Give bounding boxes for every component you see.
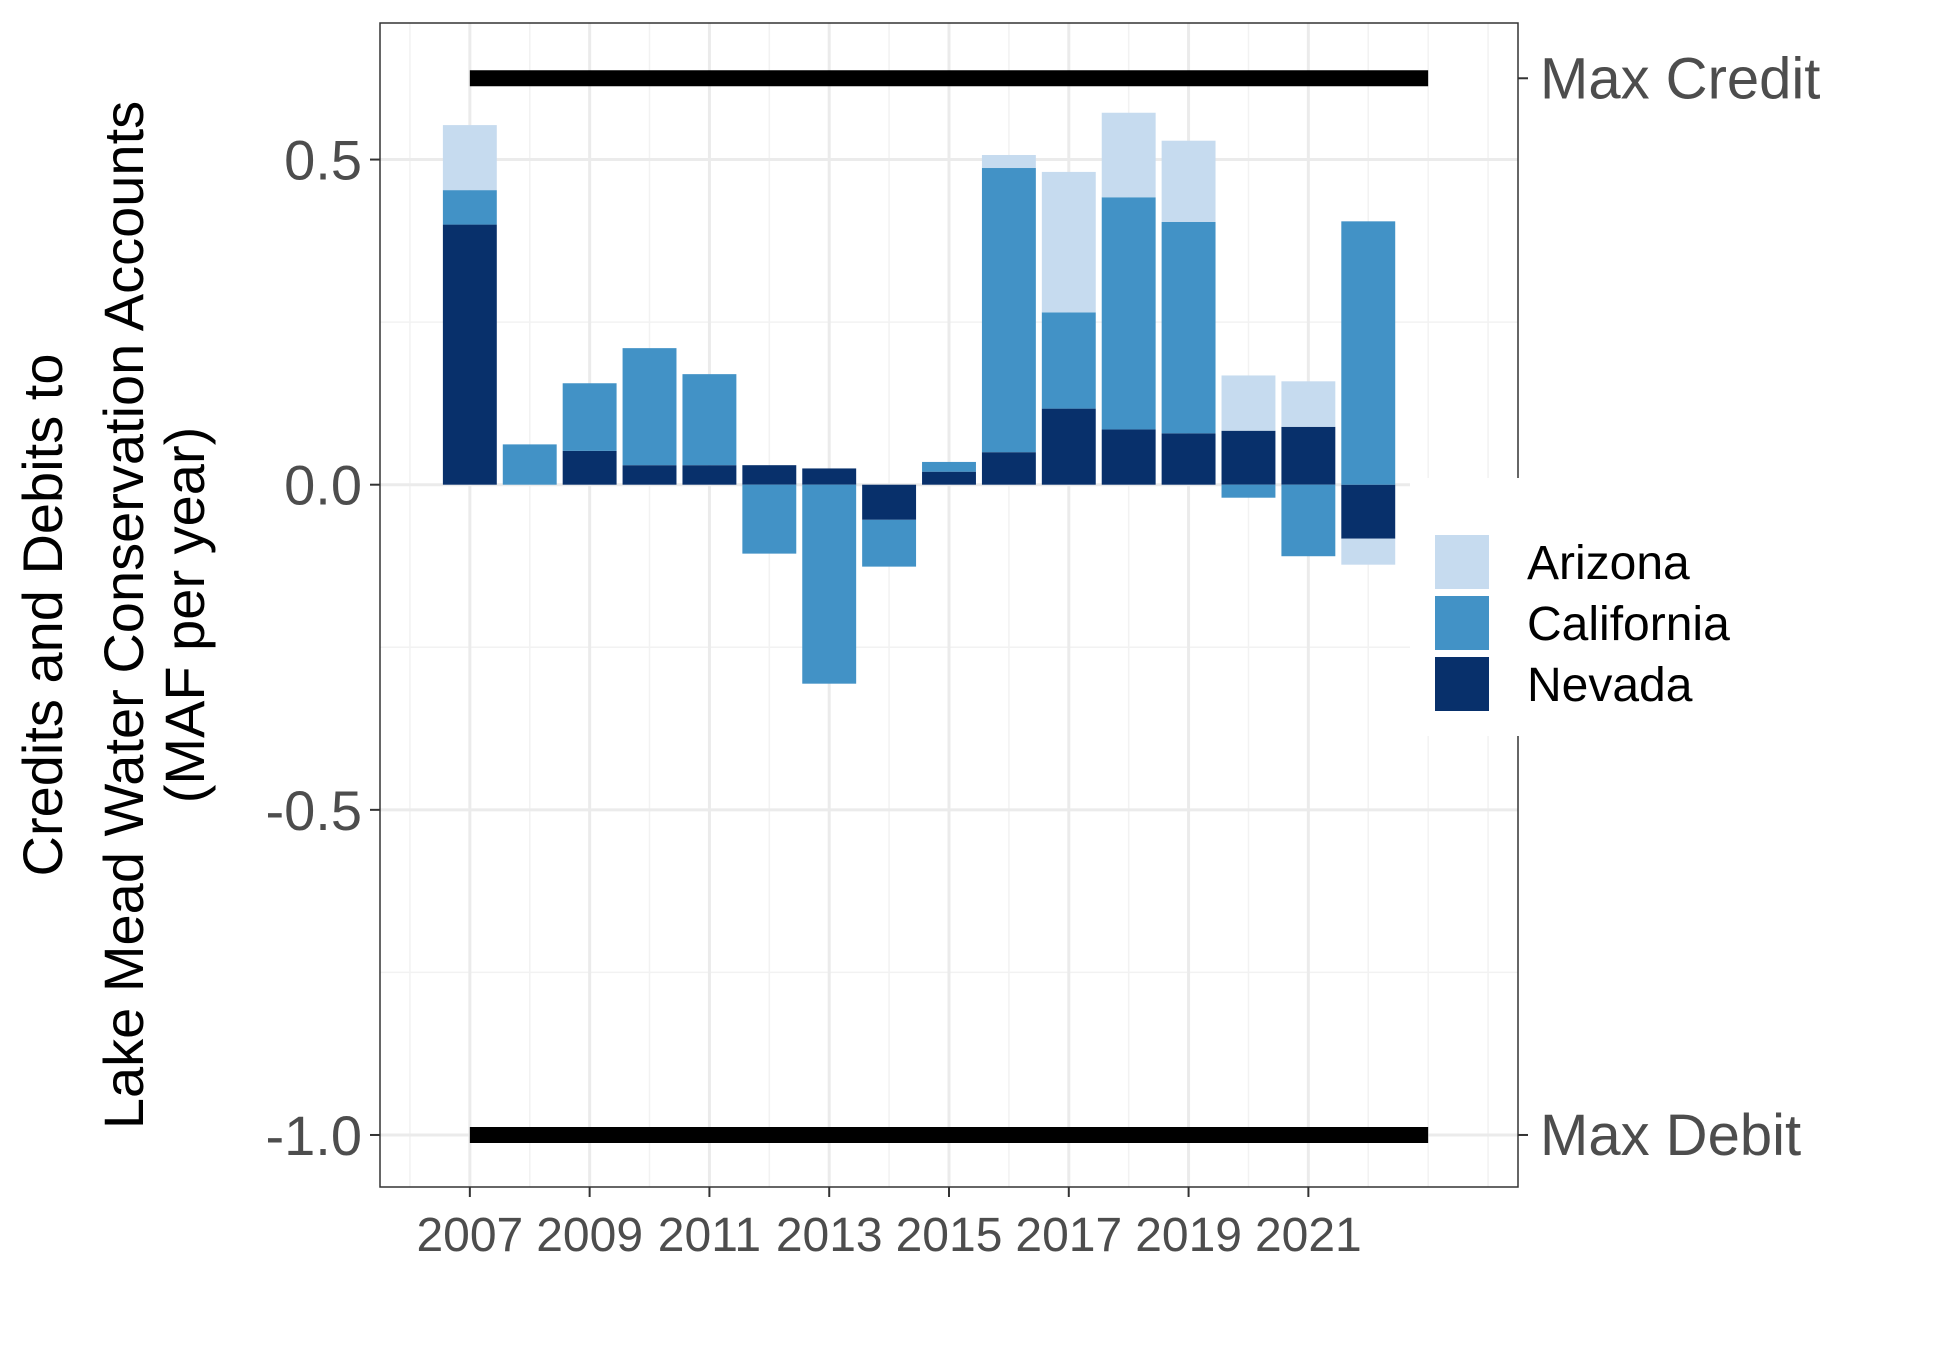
bar-arizona-2022 — [1341, 538, 1396, 565]
y-tick-label: -1.0 — [266, 1104, 363, 1167]
bar-nevada-2020 — [1221, 430, 1276, 485]
x-tick-label: 2011 — [658, 1209, 761, 1262]
bar-nevada-2009 — [562, 450, 617, 485]
x-tick-label: 2015 — [896, 1209, 1003, 1262]
x-tick-label: 2021 — [1255, 1209, 1362, 1262]
secondary-y-tick-label: Max Debit — [1540, 1103, 1801, 1168]
bar-california-2011 — [682, 374, 737, 466]
bar-california-2009 — [562, 383, 617, 451]
bar-california-2014 — [862, 519, 917, 567]
secondary-y-axis: Max Credit Max Debit — [1518, 46, 1820, 1168]
x-tick-label: 2017 — [1015, 1209, 1122, 1262]
x-tick-label: 2009 — [536, 1209, 643, 1262]
legend-key-nevada — [1435, 657, 1489, 711]
bar-california-2013 — [802, 484, 857, 684]
y-axis-title: Credits and Debits to Lake Mead Water Con… — [11, 101, 216, 1129]
bar-arizona-2018 — [1101, 112, 1156, 198]
bar-nevada-2015 — [922, 471, 976, 485]
bar-arizona-2016 — [981, 155, 1036, 169]
bar-arizona-2017 — [1041, 171, 1096, 313]
x-tick-label: 2019 — [1135, 1209, 1242, 1262]
bar-california-2018 — [1101, 197, 1156, 430]
bar-california-2012 — [742, 484, 797, 554]
y-axis: 0.5 0.0 -0.5 -1.0 — [266, 129, 380, 1167]
x-tick-label: 2007 — [416, 1209, 523, 1262]
bars — [442, 112, 1396, 684]
bar-nevada-2013 — [802, 468, 857, 485]
bar-nevada-2021 — [1281, 426, 1336, 485]
bar-arizona-2007 — [442, 125, 497, 191]
bar-arizona-2019 — [1161, 140, 1216, 222]
bar-california-2015 — [922, 461, 976, 472]
bar-nevada-2010 — [622, 465, 677, 485]
bar-california-2022 — [1341, 221, 1396, 485]
grid-lines — [380, 23, 1518, 1187]
legend-key-california — [1435, 596, 1489, 650]
bar-nevada-2022 — [1341, 484, 1396, 539]
y-tick-label: 0.5 — [284, 129, 362, 192]
bar-california-2021 — [1281, 484, 1336, 557]
bar-nevada-2011 — [682, 465, 737, 485]
legend-key-arizona — [1435, 535, 1489, 589]
bar-california-2007 — [442, 190, 497, 225]
legend-label-nevada: Nevada — [1527, 659, 1693, 712]
bar-california-2017 — [1041, 312, 1096, 409]
secondary-y-tick-label: Max Credit — [1540, 46, 1820, 111]
legend-label-california: California — [1527, 598, 1730, 651]
bar-arizona-2020 — [1221, 375, 1276, 431]
bar-nevada-2017 — [1041, 408, 1096, 485]
bar-nevada-2016 — [981, 452, 1036, 485]
reference-lines — [469, 70, 1429, 1143]
x-axis: 2007 2009 2011 2013 2015 2017 2019 2021 — [416, 1187, 1362, 1262]
bar-nevada-2007 — [442, 224, 497, 485]
y-axis-title-line: (MAF per year) — [153, 427, 216, 804]
bar-nevada-2019 — [1161, 433, 1216, 485]
bar-nevada-2012 — [742, 465, 797, 485]
bar-california-2020 — [1221, 484, 1276, 498]
legend: Arizona California Nevada — [1410, 478, 1730, 736]
legend-label-arizona: Arizona — [1527, 537, 1690, 590]
bar-california-2016 — [981, 168, 1036, 453]
y-tick-label: -0.5 — [266, 779, 363, 842]
bar-california-2008 — [502, 444, 557, 485]
bar-arizona-2021 — [1281, 381, 1336, 427]
bar-nevada-2018 — [1101, 429, 1156, 485]
y-axis-title-line: Credits and Debits to — [11, 354, 74, 877]
bar-california-2019 — [1161, 221, 1216, 434]
y-tick-label: 0.0 — [284, 454, 362, 517]
x-tick-label: 2013 — [776, 1209, 883, 1262]
y-axis-title-line: Lake Mead Water Conservation Accounts — [92, 101, 155, 1129]
bar-nevada-2014 — [862, 484, 917, 520]
bar-california-2010 — [622, 348, 677, 466]
